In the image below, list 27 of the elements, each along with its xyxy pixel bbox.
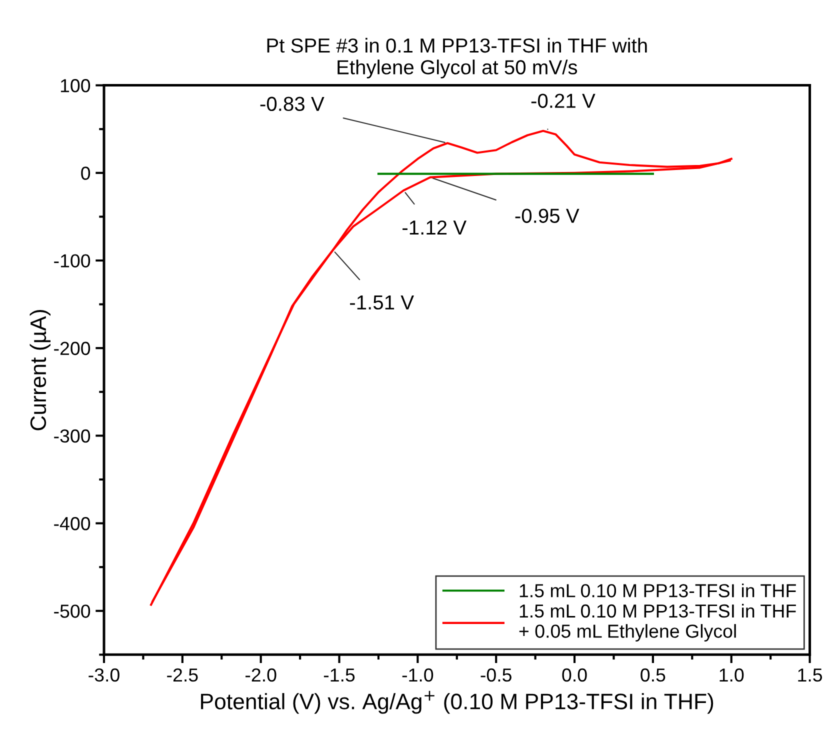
annotation: -1.12 V <box>402 220 466 235</box>
y-tick-label: -100 <box>54 254 90 268</box>
x-tick-label: -2.5 <box>167 668 198 682</box>
x-tick-label: -2.0 <box>246 668 276 682</box>
x-tick-label: 1.5 <box>798 668 822 682</box>
x-axis-title: Potential (V) vs. Ag/Ag$^{+}$ (0.10 M PP13-TFSI in THF) <box>201 690 714 714</box>
legend-label: 1.5 mL 0.10 M PP13-TFSI in THF <box>520 584 796 598</box>
y-tick-label: -500 <box>54 604 90 618</box>
annotation: -0.21 V <box>531 94 596 108</box>
x-tick-label: -1.0 <box>402 668 434 682</box>
y-tick-label: -400 <box>54 516 90 530</box>
x-tick-label: 0.5 <box>640 668 666 682</box>
x-tick-label: 0.0 <box>562 668 587 682</box>
annotation: -1.51 V <box>350 296 414 310</box>
y-tick-label: -200 <box>54 342 90 356</box>
annotation: -0.83 V <box>260 96 324 112</box>
chart-title: Pt SPE #3 in 0.1 M PP13-TFSI in THF with Ethylene Glycol at 50 mV/s <box>267 38 647 78</box>
x-tick-label: -1.5 <box>324 668 355 682</box>
x-tick-label: -3.0 <box>88 668 120 682</box>
y-tick-label: 100 <box>60 79 90 92</box>
y-axis-title: Current (µA) <box>30 310 50 430</box>
annotation: -0.95 V <box>515 208 580 223</box>
x-tick-label: 1.0 <box>720 668 744 682</box>
y-tick-label: -300 <box>54 429 90 443</box>
x-tick-label: -0.5 <box>480 668 512 682</box>
y-tick-label: 0 <box>81 166 90 180</box>
legend-label: 1.5 mL 0.10 M PP13-TFSI in THF + 0.05 mL Ethylene Glycol <box>519 604 796 642</box>
